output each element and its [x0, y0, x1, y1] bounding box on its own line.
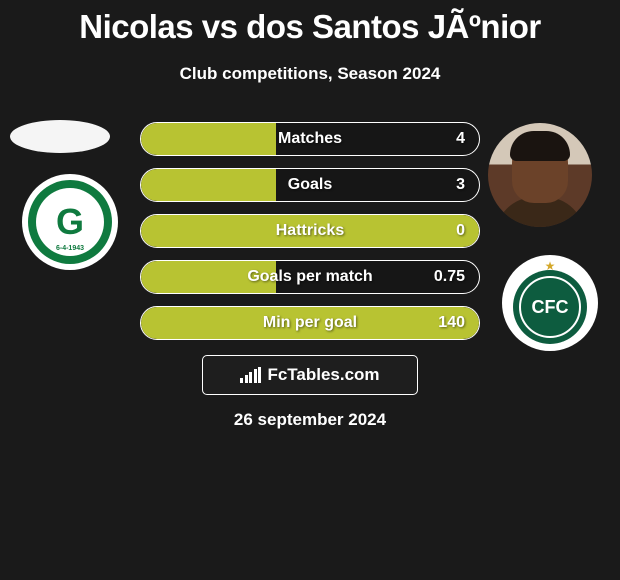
- club-left-founded: 6-4-1943: [56, 245, 84, 252]
- stat-label: Hattricks: [276, 222, 344, 240]
- stat-right-value: 140: [438, 314, 465, 332]
- stat-right-value: 0: [456, 222, 465, 240]
- page-title: Nicolas vs dos Santos JÃºnior: [0, 0, 620, 46]
- player-right-club-badge: ★ CFC: [502, 255, 598, 351]
- stat-fill: [141, 169, 276, 201]
- stat-row-goals-per-match: Goals per match 0.75: [140, 260, 480, 294]
- club-left-letter: G: [56, 201, 84, 243]
- stat-row-matches: Matches 4: [140, 122, 480, 156]
- stat-label: Min per goal: [263, 314, 357, 332]
- player-left-avatar: [10, 120, 110, 153]
- stat-right-value: 3: [456, 176, 465, 194]
- branding-text: FcTables.com: [267, 365, 379, 385]
- stat-fill: [141, 123, 276, 155]
- stat-right-value: 0.75: [434, 268, 465, 286]
- stat-right-value: 4: [456, 130, 465, 148]
- stat-label: Goals per match: [247, 268, 372, 286]
- branding-box[interactable]: FcTables.com: [202, 355, 418, 395]
- stats-container: Matches 4 Goals 3 Hattricks 0 Goals per …: [140, 122, 480, 352]
- club-right-letters: CFC: [532, 297, 569, 318]
- stat-label: Matches: [278, 130, 342, 148]
- chart-icon: [240, 367, 261, 383]
- stat-row-min-per-goal: Min per goal 140: [140, 306, 480, 340]
- player-right-avatar: [488, 123, 592, 227]
- date-text: 26 september 2024: [234, 410, 386, 430]
- player-left-club-badge: G 6-4-1943: [22, 174, 118, 270]
- stat-label: Goals: [288, 176, 332, 194]
- stat-row-goals: Goals 3: [140, 168, 480, 202]
- page-subtitle: Club competitions, Season 2024: [0, 46, 620, 84]
- stat-row-hattricks: Hattricks 0: [140, 214, 480, 248]
